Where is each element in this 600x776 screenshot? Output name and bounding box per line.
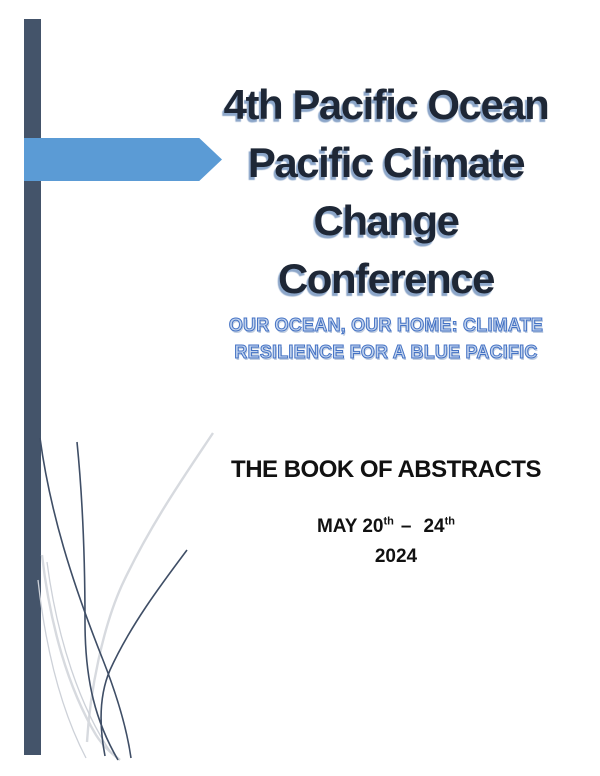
vertical-accent-bar <box>24 19 41 755</box>
date-dash: – <box>400 516 412 537</box>
title-line-1: 4th Pacific Ocean <box>223 81 550 128</box>
arrow-banner <box>24 138 222 181</box>
conference-year: 2024 <box>374 546 418 567</box>
book-of-abstracts-heading: THE BOOK OF ABSTRACTS <box>231 456 541 483</box>
date-ordinal-1: th <box>383 515 394 528</box>
date-ordinal-2: th <box>444 515 456 528</box>
subtitle-line-1: OUR OCEAN, OUR HOME: CLIMATE <box>228 315 544 336</box>
decorative-curves <box>37 432 214 761</box>
title-line-4: Conference <box>277 255 496 302</box>
cover-content-column: 4th Pacific Ocean Pacific Climate Change… <box>168 0 600 776</box>
conference-theme-subtitle: OUR OCEAN, OUR HOME: CLIMATE RESILIENCE … <box>168 312 600 366</box>
date-day-2: 24 <box>423 516 445 537</box>
title-line-2: Pacific Climate <box>247 139 526 186</box>
title-line-3: Change <box>313 197 460 244</box>
conference-title: 4th Pacific Ocean Pacific Climate Change… <box>168 76 600 308</box>
date-prefix: MAY 20 <box>316 516 384 537</box>
subtitle-line-2: RESILIENCE FOR A BLUE PACIFIC <box>234 342 538 363</box>
conference-dates: MAY 20th –24th <box>168 516 600 538</box>
